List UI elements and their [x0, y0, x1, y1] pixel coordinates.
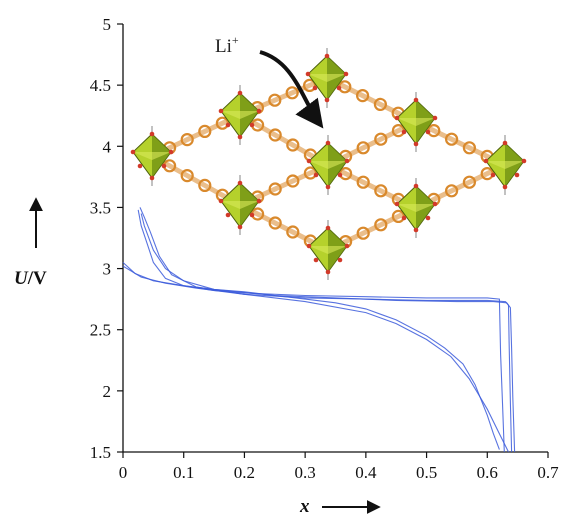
li-ion-label-sup: +	[232, 33, 239, 47]
y-axis-label: U/V	[14, 197, 47, 289]
x-tick-label: 0.5	[416, 463, 437, 482]
y-tick-label: 2.5	[90, 321, 111, 340]
x-tick-label: 0.6	[477, 463, 498, 482]
y-ticks: 1.5 2 2.5 3 3.5 4 4.5 5	[90, 15, 123, 462]
axes	[122, 24, 548, 453]
y-tick-label: 4	[103, 137, 112, 156]
y-tick-label: 5	[103, 15, 112, 34]
octahedron-node	[306, 135, 350, 195]
octahedron-node	[305, 48, 349, 108]
li-ion-label-main: Li	[215, 36, 232, 57]
octahedron-node	[483, 135, 527, 195]
mof-framework-illustration-icon	[130, 48, 527, 280]
y-tick-label: 1.5	[90, 443, 111, 462]
series-line-3	[139, 207, 513, 453]
octahedron-node	[218, 85, 262, 145]
li-ion-annotation: Li+	[215, 33, 324, 129]
octahedron-node	[306, 220, 350, 280]
x-ticks: 0 0.1 0.2 0.3 0.4 0.5 0.6 0.7	[119, 452, 559, 482]
series-layer	[122, 207, 516, 453]
y-axis-label-var: U	[14, 268, 29, 289]
x-tick-label: 0.2	[234, 463, 255, 482]
y-axis-label-text: U/V	[14, 268, 47, 289]
x-tick-label: 0	[119, 463, 128, 482]
y-tick-label: 3.5	[90, 198, 111, 217]
y-tick-label: 2	[103, 382, 112, 401]
series-line-0	[122, 262, 500, 450]
octahedron-node	[394, 92, 438, 152]
li-ion-label: Li+	[215, 33, 239, 57]
x-tick-label: 0.4	[355, 463, 377, 482]
series-line-1	[122, 265, 509, 453]
x-tick-label: 0.3	[295, 463, 316, 482]
y-axis-label-unit: /V	[27, 268, 47, 289]
y-tick-label: 3	[103, 260, 112, 279]
octahedron-node	[394, 178, 438, 238]
series-line-2	[137, 209, 505, 453]
li-ion-arrow-icon	[259, 50, 324, 129]
x-tick-label: 0.1	[173, 463, 194, 482]
series-line-4	[140, 213, 516, 453]
octahedron-node	[130, 126, 174, 186]
x-axis-label: x	[299, 496, 381, 517]
x-tick-label: 0.7	[537, 463, 559, 482]
x-axis-label-text: x	[299, 496, 310, 517]
y-tick-label: 4.5	[90, 76, 111, 95]
octahedron-node	[218, 175, 262, 235]
